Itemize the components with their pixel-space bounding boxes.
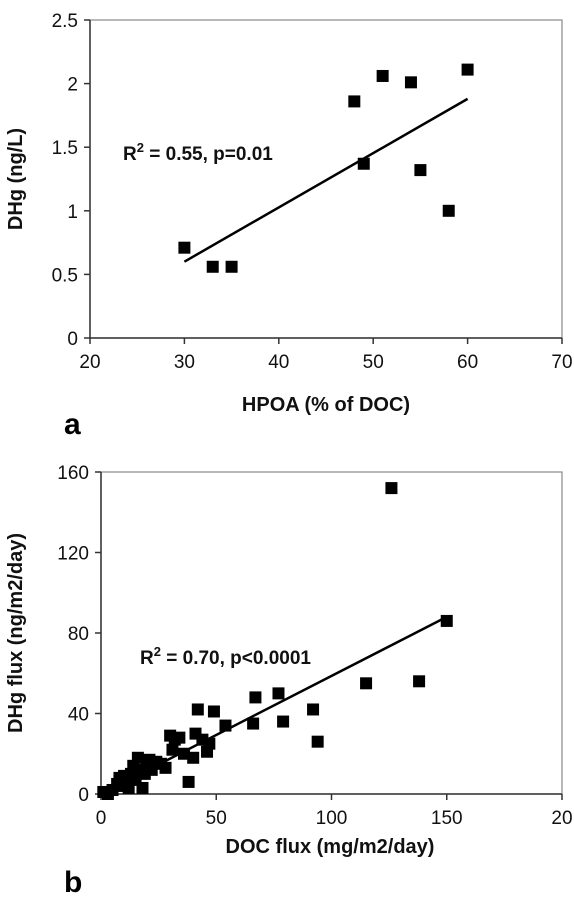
panel-a-data-point: [404, 76, 417, 89]
panel-b-data-point: [191, 703, 204, 716]
panel-a-data-point: [357, 157, 370, 170]
panel-b-r2-annotation: R2 = 0.70, p<0.0001: [140, 644, 311, 669]
panel-b-data-point: [127, 759, 140, 772]
panel-b-x-tick-label: 100: [316, 808, 348, 829]
panel-b-x-tick-label: 50: [206, 808, 227, 829]
panel-b-data-point: [131, 751, 144, 764]
panel-b-data-point: [311, 735, 324, 748]
panel-a-x-tick-label: 50: [363, 352, 384, 373]
panel-a-data-point: [376, 69, 389, 82]
panel-b-x-ticks: 0 50 100 150 20: [96, 794, 573, 829]
panel-a-y-tick-label: 0.5: [52, 265, 78, 286]
panel-b-data-point: [166, 743, 179, 756]
panel-b-data-point: [203, 737, 216, 750]
panel-b-data-point: [177, 747, 190, 760]
panel-a-data-point: [178, 241, 191, 254]
panel-a-data-point: [461, 63, 474, 76]
panel-b-data-point: [440, 614, 453, 627]
panel-b-data-point: [187, 751, 200, 764]
panel-b-data-point: [247, 717, 260, 730]
panel-a-y-tick-label: 2.5: [52, 11, 78, 32]
panel-a-y-tick-label: 2: [67, 75, 78, 96]
panel-a-scatter-plot: 0 0.5 1 1.5 2 2.5 20 30 40 50 60 70 R2 = 0.55, p=0…: [5, 11, 573, 441]
panel-a-y-axis-label: DHg (ng/L): [5, 128, 27, 230]
panel-b-data-point: [173, 731, 186, 744]
panel-b-x-tick-label: 20: [551, 808, 572, 829]
panel-b-data-point: [207, 705, 220, 718]
panel-b-data-point: [182, 775, 195, 788]
panel-b-y-tick-label: 160: [57, 463, 89, 484]
panel-a-data-point: [414, 164, 427, 177]
panel-a-data-point: [225, 260, 238, 273]
panel-b-y-axis-label: DHg flux (ng/m2/day): [5, 533, 27, 733]
panel-a-data-point: [348, 95, 361, 108]
panel-b-data-point: [136, 781, 149, 794]
panel-b-y-tick-label: 120: [57, 544, 89, 565]
panel-a-y-tick-label: 1.5: [52, 138, 78, 159]
panel-a-data-point: [442, 204, 455, 217]
panel-b-x-tick-label: 0: [96, 808, 107, 829]
panel-a-data-point: [206, 260, 219, 273]
panel-b-data-point: [219, 719, 232, 732]
panel-a-y-ticks: 0 0.5 1 1.5 2 2.5: [52, 11, 90, 350]
panel-a-x-axis-label: HPOA (% of DOC): [242, 394, 410, 416]
panel-b-y-tick-label: 40: [68, 705, 89, 726]
panel-a-trendline: [183, 97, 469, 263]
panel-b-x-tick-label: 150: [431, 808, 463, 829]
panel-b-y-tick-label: 0: [78, 785, 89, 806]
panel-b-data-point: [272, 687, 285, 700]
panel-b-data-point: [385, 482, 398, 495]
panel-a-letter: a: [64, 408, 81, 441]
panel-a-points: [178, 63, 474, 273]
panel-b-x-axis-label: DOC flux (mg/m2/day): [226, 836, 435, 858]
panel-a-y-tick-label: 1: [67, 202, 78, 223]
panel-b-data-point: [249, 691, 262, 704]
panel-b-points: [97, 482, 453, 800]
panel-b-y-ticks: 0 40 80 120 160: [57, 463, 101, 806]
panel-a-x-tick-label: 20: [79, 352, 100, 373]
panel-b-data-point: [159, 761, 172, 774]
panel-b-scatter-plot: 0 40 80 120 160 0 50 100 150 20 R2 = 0.70, p<0.0…: [5, 463, 573, 898]
panel-a-y-tick-label: 0: [67, 329, 78, 350]
panel-a-x-tick-label: 40: [268, 352, 289, 373]
panel-a-x-tick-label: 30: [174, 352, 195, 373]
panel-b-letter: b: [64, 866, 82, 898]
panel-a-x-tick-label: 70: [551, 352, 572, 373]
panel-b-data-point: [307, 703, 320, 716]
panel-b-y-tick-label: 80: [68, 624, 89, 645]
panel-a-x-tick-label: 60: [457, 352, 478, 373]
panel-b-data-point: [413, 675, 426, 688]
panel-b-data-point: [360, 677, 373, 690]
panel-a-r2-annotation: R2 = 0.55, p=0.01: [123, 140, 273, 165]
panel-a-x-ticks: 20 30 40 50 60 70: [79, 338, 573, 373]
panel-b-data-point: [277, 715, 290, 728]
